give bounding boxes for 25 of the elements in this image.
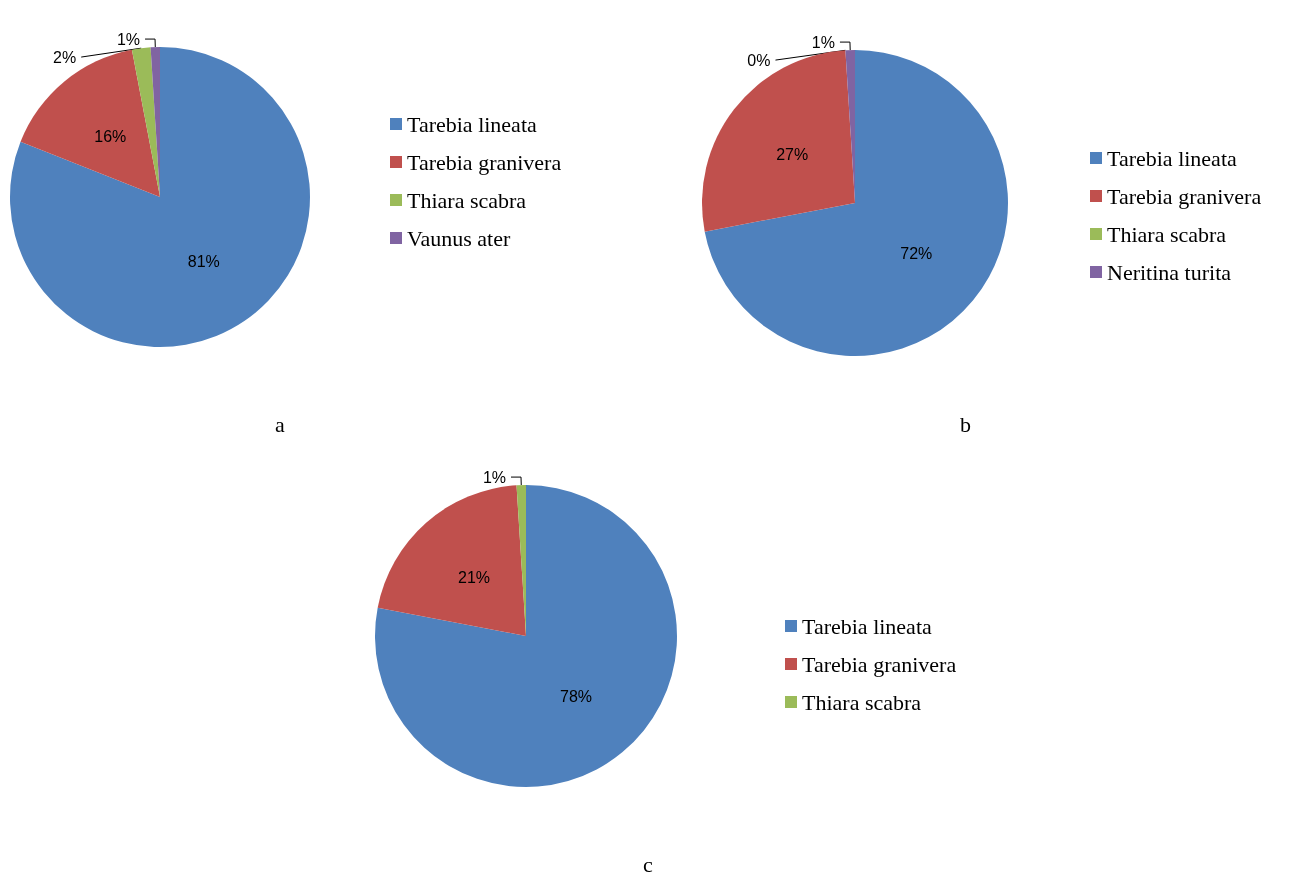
data-label: 2% [53,48,77,66]
data-label: 78% [560,687,593,705]
data-label: 1% [811,33,835,51]
data-label: 1% [116,30,141,48]
data-label: 21% [458,568,491,586]
legend-label: Neritina turita [1107,259,1232,285]
legend-label: Tarebia granivera [802,651,957,677]
legend-label: Tarebia granivera [407,149,562,175]
legend-label: Tarebia lineata [407,111,537,137]
text: c [643,851,653,874]
data-label: 16% [94,128,127,146]
legend-label: Tarebia granivera [1107,183,1262,209]
data-label: 27% [776,145,809,163]
text: b [960,411,971,437]
legend-label: Thiara scabra [407,187,527,213]
legend-label: Vaunus ater [407,225,511,251]
data-label: 81% [187,253,220,271]
legend-label: Thiara scabra [1107,221,1227,247]
text: 0% [747,51,771,69]
legend-label: Tarebia lineata [1107,145,1237,171]
data-label: 1% [482,468,507,486]
legend-label: Tarebia lineata [802,613,932,639]
data-label: 72% [900,245,933,263]
legend-label: Thiara scabra [802,689,922,715]
text: a [275,411,285,437]
